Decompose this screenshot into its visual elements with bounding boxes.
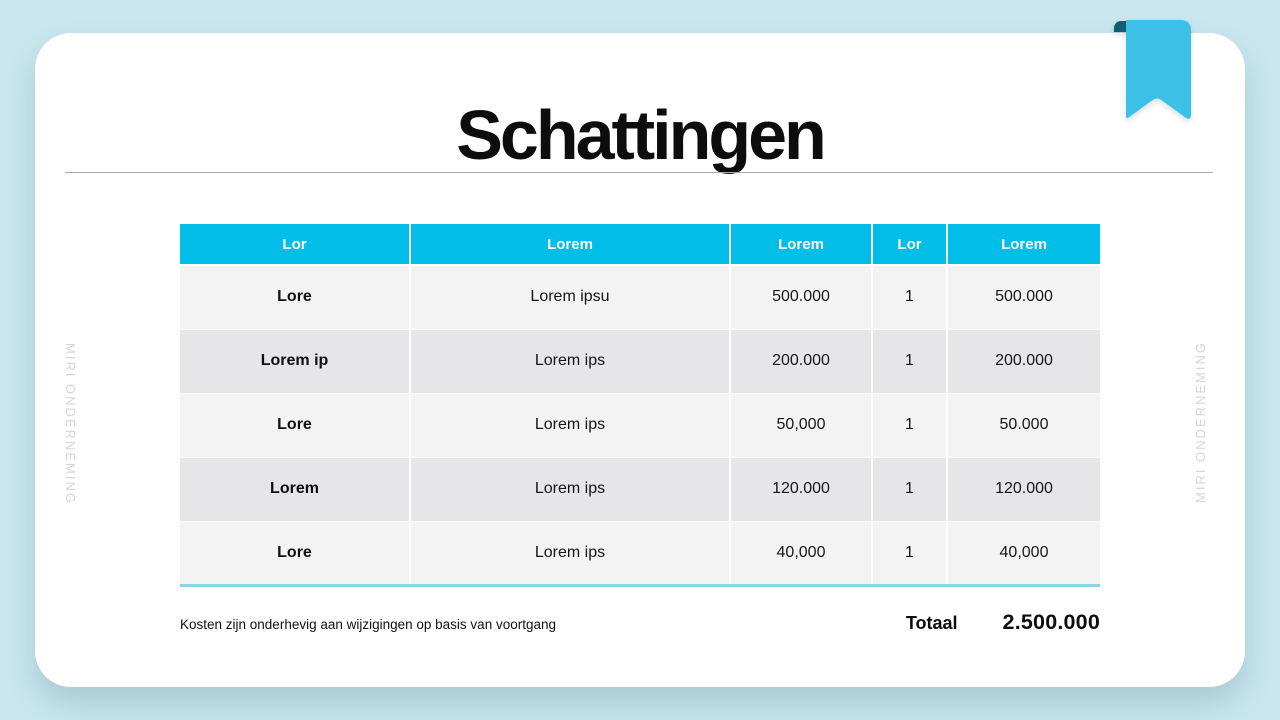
table-cell: 200.000 [947,329,1100,394]
table-cell: 1 [872,521,948,586]
estimates-table: Lor Lorem Lorem Lor Lorem Lore Lorem ips… [180,224,1100,587]
table-cell: 1 [872,329,948,394]
table-header-cell: Lorem [947,224,1100,266]
table-cell: Lorem ip [180,329,411,394]
table-cell: 500.000 [730,265,873,330]
table-cell: Lore [180,265,411,330]
total-value: 2.500.000 [1002,610,1100,634]
total-label: Totaal [905,613,958,633]
slide-card: Schattingen MIRI ONDERNEMING MIRI ONDERN… [35,33,1245,687]
table-cell: Lorem ips [410,457,731,522]
table-header-cell: Lorem [410,224,731,266]
table-cell: Lorem [180,457,411,522]
table-cell: 50,000 [730,393,873,458]
footnote: Kosten zijn onderhevig aan wijzigingen o… [180,617,556,632]
table-header-row: Lor Lorem Lorem Lor Lorem [180,224,1100,266]
table-cell: 1 [872,393,948,458]
table-cell: Lorem ips [410,329,731,394]
table-cell: 1 [872,265,948,330]
table-cell: Lore [180,393,411,458]
table-header-cell: Lorem [730,224,873,266]
table-cell: Lore [180,521,411,586]
table-cell: Lorem ipsu [410,265,731,330]
table-cell: Lorem ips [410,521,731,586]
table-cell: 120.000 [947,457,1100,522]
side-label-left: MIRI ONDERNEMING [63,343,78,505]
table-row: Lore Lorem ips 40,000 1 40,000 [180,521,1100,586]
table-cell: 40,000 [947,521,1100,586]
total-row: Totaal 2.500.000 [906,610,1100,635]
table-cell: Lorem ips [410,393,731,458]
table-header-cell: Lor [180,224,411,266]
table-cell: 40,000 [730,521,873,586]
table-row: Lorem Lorem ips 120.000 1 120.000 [180,457,1100,522]
title-divider [65,172,1213,173]
table-row: Lore Lorem ips 50,000 1 50.000 [180,393,1100,458]
bookmark-ribbon-icon [1114,20,1191,119]
table-row: Lore Lorem ipsu 500.000 1 500.000 [180,265,1100,330]
table-cell: 120.000 [730,457,873,522]
table-cell: 500.000 [947,265,1100,330]
table-row: Lorem ip Lorem ips 200.000 1 200.000 [180,329,1100,394]
page-title: Schattingen [456,96,827,174]
side-label-right: MIRI ONDERNEMING [1193,341,1208,503]
table-cell: 200.000 [730,329,873,394]
table-header-cell: Lor [872,224,948,266]
table-cell: 1 [872,457,948,522]
table-cell: 50.000 [947,393,1100,458]
